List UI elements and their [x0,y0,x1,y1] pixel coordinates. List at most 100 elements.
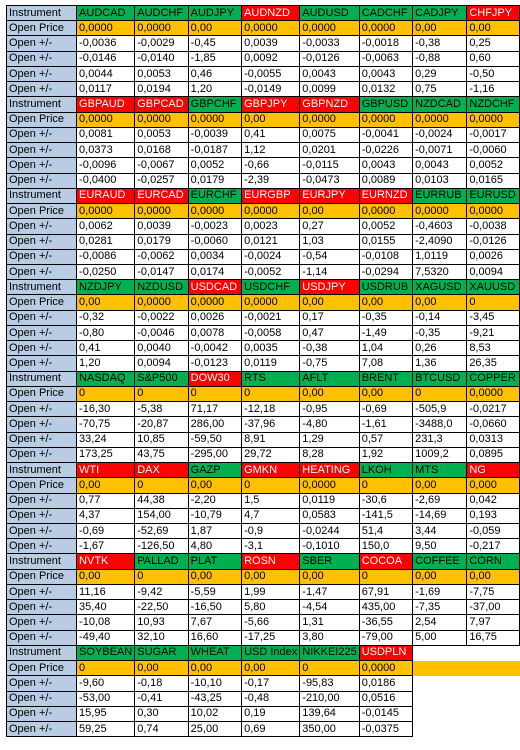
open-change-cell: -4,80 [299,416,360,433]
open-change-label: Open +/- [5,431,78,448]
instrument-header-row: Instrument WTI DAX GAZP GMKN HEATING LKOH MTS NG [5,462,520,479]
open-price-label: Open Price [5,660,78,677]
instrument-name-cell: CORN [466,553,520,570]
open-change-cell: 1,0119 [412,248,468,265]
open-change-cell: -210,00 [299,690,360,707]
open-price-cell: 0,00 [241,568,301,585]
open-change-cell: -0,0041 [358,126,414,144]
instrument-row-label: Instrument [5,4,78,22]
open-change-cell: 0,042 [466,492,520,509]
open-change-cell: 0,0313 [466,431,520,448]
open-change-cell: -2,4090 [412,233,468,250]
open-change-label: Open +/- [5,157,78,174]
open-change-cell: -0,66 [241,157,301,174]
open-change-cell: -0,0217 [466,401,520,418]
instrument-name-cell: NZDCAD [412,96,468,113]
empty-cell [413,722,467,737]
instrument-name-cell: BRENT [358,370,414,387]
instrument-name-cell: COFFEE [412,553,468,570]
open-change-cell: -95,83 [299,675,360,692]
open-change-cell: 4,80 [187,538,243,555]
instrument-name-cell: NZDJPY [76,279,136,296]
open-change-cell: -0,48 [241,690,301,707]
open-change-label: Open +/- [5,629,78,646]
open-change-cell: 1,87 [187,522,243,540]
open-change-label: Open +/- [5,416,78,433]
open-change-cell: 4,7 [241,507,301,524]
open-change-cell: 16,75 [466,629,520,646]
open-price-cell: 0,00 [466,568,520,585]
open-change-cell: 0,0117 [76,81,136,98]
open-change-cell: 0,26 [412,340,468,357]
open-change-row: Open +/- 0,0117 0,0194 1,20 -0,0149 0,0099 0,0… [5,81,520,98]
open-price-cell: 0,0000 [187,294,243,311]
open-change-cell: -36,55 [358,614,414,631]
open-price-cell: 0,0000 [299,111,360,128]
open-price-cell: 0 [76,385,136,403]
open-price-cell: 0,0000 [358,203,414,220]
open-change-cell: -0,0257 [134,172,189,189]
open-change-row: Open +/- -49,40 32,10 16,60 -17,25 3,80 -79,00… [5,629,520,646]
empty-cell [413,706,467,721]
open-price-cell: 0,00 [412,20,468,37]
open-change-row: Open +/- 0,0062 0,0039 -0,0023 0,0023 0,27 0,0… [5,218,520,235]
open-price-cell: 0 [412,385,468,403]
open-change-cell: 0,0039 [134,218,189,235]
open-change-cell: -0,217 [466,538,520,555]
open-change-cell: -0,0145 [358,705,414,723]
open-change-cell: 2,54 [412,614,468,631]
open-change-cell: -141,5 [358,507,414,524]
open-price-cell: 0,00 [299,294,360,311]
open-price-cell: 0,00 [358,385,414,403]
open-change-cell: 11,16 [76,583,136,601]
open-change-cell: 0,0186 [358,675,414,692]
instrument-name-cell: AUDCHF [134,4,189,22]
empty-cell [467,722,520,737]
instrument-name-cell: DOW30 [187,370,243,387]
open-change-cell: 0,0281 [76,233,136,250]
open-price-cell: 0,0000 [134,20,189,37]
open-change-cell: -9,21 [466,324,520,342]
instrument-name-cell: GBPAUD [76,96,136,113]
instrument-name-cell: USDPLN [358,644,414,662]
open-change-cell: 0,25 [466,35,520,52]
open-change-label: Open +/- [5,522,78,540]
instrument-name-cell: BTCUSD [412,370,468,387]
open-price-cell: 0,0000 [134,111,189,128]
open-change-label: Open +/- [5,324,78,342]
open-change-cell: 35,40 [76,599,136,616]
instrument-name-cell: GBPJPY [241,96,301,113]
open-change-cell: 8,53 [466,340,520,357]
open-change-cell: 0,0373 [76,142,136,159]
open-change-cell: 0,0089 [358,172,414,189]
open-change-cell: -0,0108 [358,248,414,265]
open-price-cell: 0 [241,477,301,494]
open-price-cell: 0,0000 [466,203,520,220]
instrument-row-label: Instrument [5,96,78,113]
open-change-cell: 10,93 [134,614,189,631]
open-price-cell: 0,0000 [76,20,136,37]
open-change-cell: -0,0036 [76,35,136,52]
open-change-cell: -59,50 [187,431,243,448]
open-change-cell: 1,12 [241,142,301,159]
open-change-cell: -0,0060 [466,142,520,159]
instrument-name-cell: GMKN [241,462,301,479]
open-change-label: Open +/- [5,50,78,67]
open-change-cell: -0,0244 [299,522,360,540]
open-change-cell: 0,17 [299,309,360,326]
open-change-label: Open +/- [5,218,78,235]
open-change-cell: 1,92 [358,446,414,464]
open-change-cell: -9,42 [134,583,189,601]
open-change-label: Open +/- [5,721,78,738]
open-change-cell: -17,25 [241,629,301,646]
open-change-cell: -0,45 [187,35,243,52]
quotes-table: Instrument AUDCAD AUDCHF AUDJPY AUDNZD AUDUSD… [5,4,520,738]
open-change-cell: 0,0119 [241,355,301,372]
open-change-cell: 29,72 [241,446,301,464]
open-change-cell: -0,0126 [299,50,360,67]
open-change-label: Open +/- [5,401,78,418]
open-change-cell: -10,10 [187,675,243,692]
open-change-cell: 0,0155 [358,233,414,250]
open-price-label: Open Price [5,477,78,494]
instrument-name-cell: GAZP [187,462,243,479]
